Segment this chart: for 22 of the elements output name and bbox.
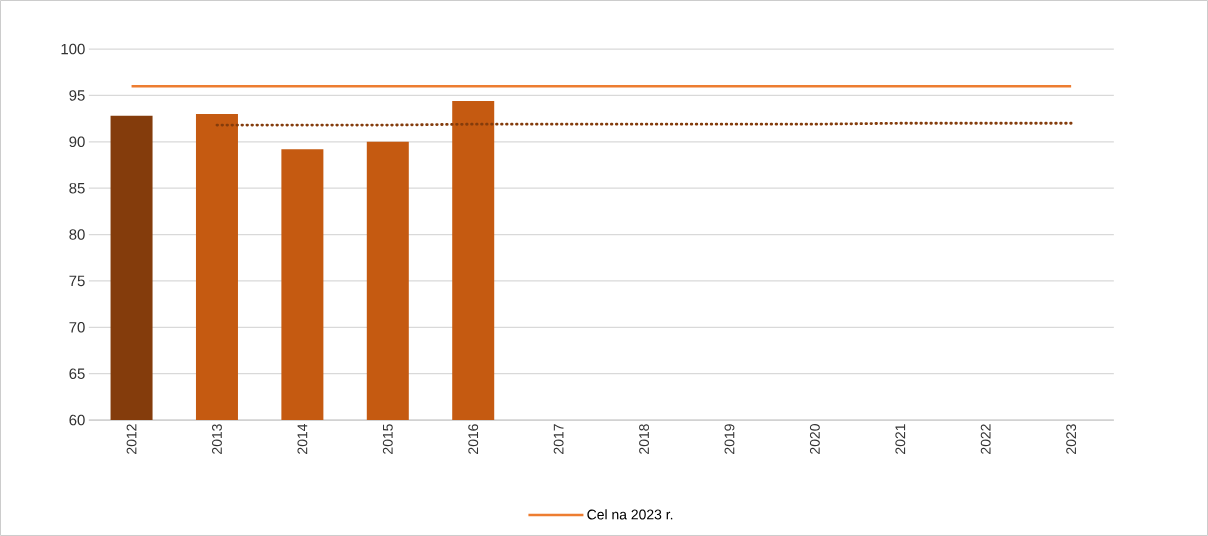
y-tick-label: 95 (69, 90, 85, 101)
y-tick-label: 65 (69, 368, 85, 379)
x-tick-label: 2017 (553, 424, 564, 454)
x-tick-label: 2020 (809, 424, 820, 454)
y-tick-label: 70 (69, 322, 85, 333)
x-tick-label: 2019 (724, 424, 735, 454)
y-tick-label: 85 (69, 182, 85, 194)
x-tick-label: 2021 (895, 424, 906, 454)
legend-label: Cel na 2023 r. (587, 509, 673, 520)
x-tick-label: 2012 (126, 424, 137, 454)
y-tick-label: 100 (61, 43, 85, 55)
x-tick-label: 2014 (297, 423, 308, 454)
x-tick-label: 2018 (639, 424, 649, 454)
x-tick-label: 2015 (382, 424, 393, 454)
y-tick-label: 80 (69, 229, 85, 240)
y-tick-label: 75 (69, 275, 85, 287)
x-tick-label: 2013 (212, 424, 222, 454)
x-tick-label: 2023 (1066, 424, 1077, 454)
y-tick-label: 90 (69, 136, 85, 148)
y-tick-label: 60 (69, 414, 85, 426)
x-tick-label: 2022 (980, 424, 991, 454)
x-tick-label: 2016 (468, 424, 479, 454)
